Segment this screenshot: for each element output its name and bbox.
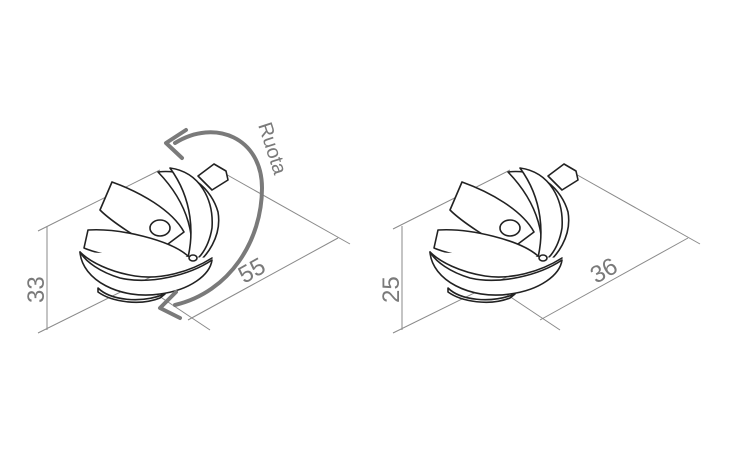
rotation-arrow (158, 128, 265, 320)
right-length-label: 36 (586, 253, 622, 290)
left-dimension-lines (37, 169, 351, 334)
left-height-label: 33 (23, 276, 50, 303)
right-lamp-body (429, 163, 579, 304)
left-lamp-body (79, 163, 229, 304)
right-view: 25 36 (378, 163, 701, 334)
right-dimension-lines (392, 169, 701, 334)
right-height-label: 25 (378, 276, 405, 303)
left-view: Ruota 33 55 (23, 120, 351, 334)
